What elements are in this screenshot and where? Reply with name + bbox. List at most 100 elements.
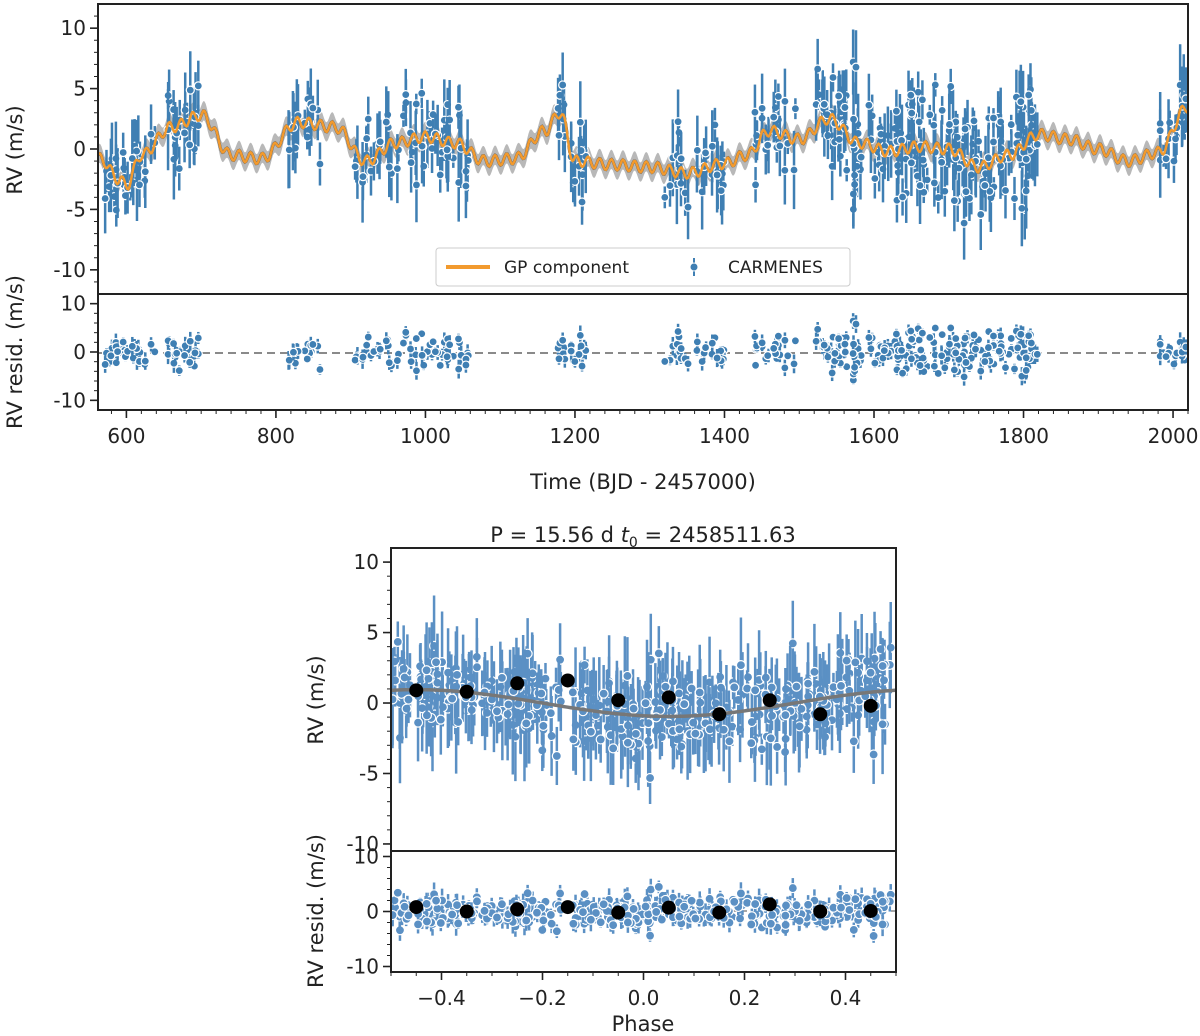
rv-point: [851, 62, 861, 72]
x-tick-label: 800: [257, 424, 295, 448]
rv-point: [118, 147, 128, 158]
residual-point: [811, 336, 821, 346]
rv-point: [375, 137, 385, 147]
residual-point: [193, 333, 203, 343]
rv-data-points: [100, 29, 1188, 260]
residual-point: [906, 326, 916, 336]
rv-point: [676, 154, 686, 164]
rv-point: [100, 193, 110, 204]
phase-residual-point: [704, 893, 715, 904]
phase-point: [865, 667, 876, 678]
rv-point: [185, 140, 195, 150]
rv-point: [959, 218, 969, 228]
rv-point: [819, 99, 829, 109]
residual-point: [1024, 331, 1034, 341]
residual-point: [980, 356, 990, 367]
phase-residual-point: [554, 888, 566, 899]
rv-point: [384, 162, 394, 172]
residual-point: [430, 347, 440, 357]
residual-point: [676, 343, 686, 354]
phase-point: [640, 698, 651, 709]
rv-point: [983, 153, 993, 163]
phase-point: [630, 728, 641, 739]
binned-rv-point: [459, 684, 474, 699]
rv-point: [929, 120, 939, 130]
phase-residual-point: [735, 888, 747, 899]
phase-point: [392, 636, 403, 647]
rv-point: [111, 205, 121, 215]
phase-binned-points: [409, 673, 878, 722]
phase-residual-point: [622, 891, 633, 902]
residual-point: [840, 339, 850, 349]
phase-point: [421, 665, 432, 676]
residual-point: [750, 331, 760, 342]
phase-residual-point: [579, 888, 590, 900]
rv-point: [1155, 126, 1165, 136]
phase-residual-point: [794, 915, 805, 926]
residual-point: [789, 359, 799, 369]
rv-point: [996, 117, 1006, 127]
phase-point: [451, 669, 463, 681]
residual-point: [435, 360, 445, 371]
residual-point: [288, 347, 299, 357]
rv-point: [683, 202, 693, 212]
residual-point: [879, 346, 889, 356]
phase-y-axis-label: RV (m/s): [304, 655, 328, 744]
x-tick-label: 0.0: [628, 986, 660, 1010]
y-tick-label: -10: [53, 258, 86, 282]
x-tick-label: 0.2: [729, 986, 761, 1010]
phase-point: [391, 694, 398, 705]
rv-point: [917, 95, 927, 105]
phase-title-suffix: = 2458511.63: [638, 523, 796, 547]
rv-point: [193, 81, 203, 91]
residual-point: [907, 334, 917, 344]
phase-residual-point: [577, 907, 589, 918]
phase-residual-point: [399, 901, 410, 912]
rv-point: [284, 145, 294, 155]
rv-point: [406, 157, 416, 168]
residual-point: [1016, 329, 1026, 339]
rv-point: [1006, 119, 1016, 130]
residual-point: [848, 348, 858, 359]
timeseries-residuals-panel: 10 0 -10 600 800 1000 1200 1400 1600 1800 2000 Ti…: [3, 275, 1199, 494]
phase-residual-point: [679, 901, 690, 912]
rv-point: [870, 173, 880, 184]
residual-point: [185, 357, 195, 367]
phase-point: [598, 688, 609, 699]
phase-point: [423, 673, 434, 684]
y-tick-label: 5: [73, 77, 86, 101]
rv-point: [763, 140, 773, 150]
rv-point: [949, 195, 959, 206]
residual-point: [445, 340, 455, 350]
rv-point: [914, 117, 924, 127]
residual-point: [381, 336, 391, 346]
residual-point: [707, 338, 717, 348]
phase-residual-point: [850, 894, 861, 905]
residual-point: [1181, 342, 1188, 352]
phase-point: [686, 683, 697, 694]
phase-y-ticks: 10 5 0 -5 -10: [346, 550, 391, 856]
phase-residual-point: [690, 913, 701, 924]
phase-residual-point: [651, 906, 662, 918]
rv-point: [856, 152, 866, 162]
phase-residual-point: [877, 896, 888, 907]
phase-residual-point: [447, 909, 458, 920]
phase-residual-point: [644, 930, 656, 941]
y-tick-label: 0: [73, 340, 86, 364]
residual-point: [976, 366, 986, 376]
residual-point: [558, 335, 568, 345]
phase-point: [787, 638, 798, 649]
phase-residual-point: [585, 914, 596, 925]
phase-residual-point: [640, 901, 651, 912]
rv-point: [350, 162, 360, 172]
rv-point: [976, 209, 986, 220]
phase-residual-point: [750, 898, 761, 910]
rv-point: [577, 197, 587, 207]
phase-residual-point: [628, 903, 639, 915]
binned-rv-point: [510, 676, 525, 691]
residual-point: [315, 364, 325, 375]
time-x-ticks: 600 800 1000 1200 1400 1600 1800 2000: [107, 410, 1199, 448]
phase-residual-point: [608, 920, 619, 931]
residual-point: [988, 331, 999, 341]
rv-point: [980, 180, 990, 191]
